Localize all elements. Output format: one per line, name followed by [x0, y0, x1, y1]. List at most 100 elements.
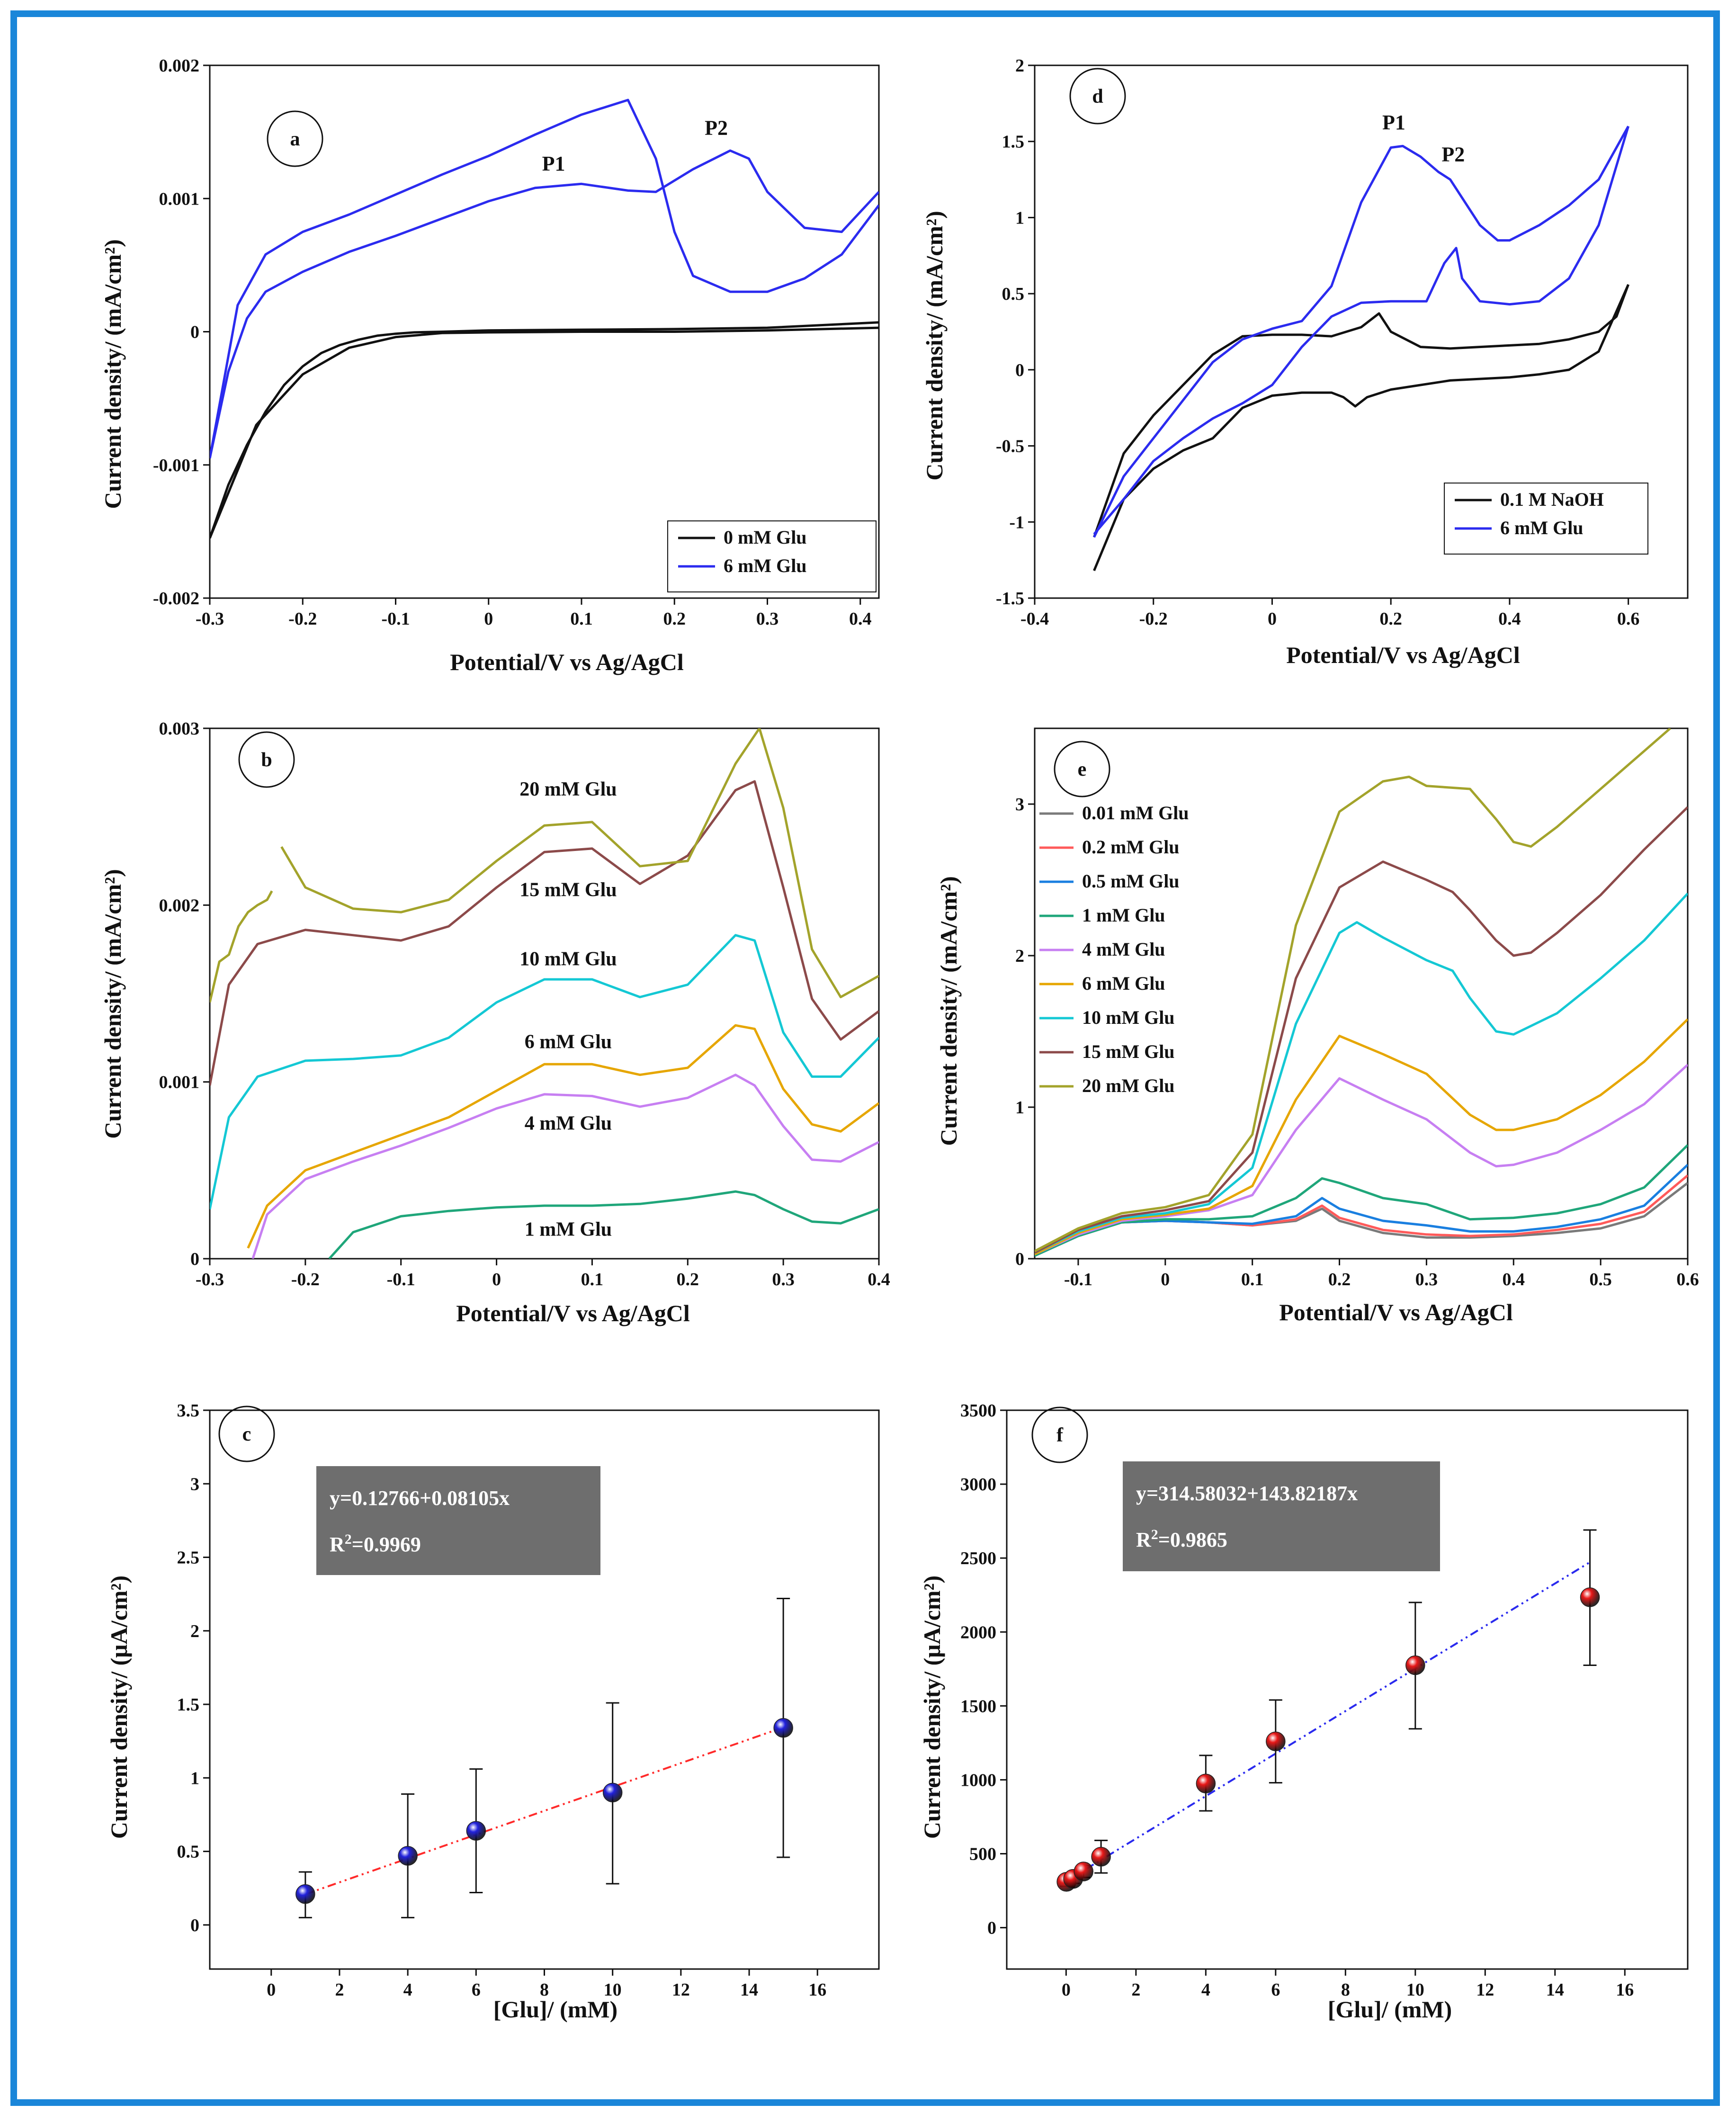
series-label: 15 mM Glu — [519, 879, 617, 901]
x-tick-label: 12 — [1476, 1980, 1494, 2000]
y-tick-label: 0 — [987, 1918, 996, 1938]
x-tick-label: 6 — [1271, 1980, 1280, 2000]
x-tick-label: 0.4 — [1503, 1270, 1525, 1289]
legend-label: 0 mM Glu — [724, 527, 807, 548]
series-line — [328, 1190, 879, 1259]
series-line — [210, 326, 879, 539]
series-line — [1093, 284, 1629, 538]
x-axis-label: Potential/V vs Ag/AgCl — [456, 1300, 690, 1326]
series-line — [210, 780, 879, 1086]
x-tick-label: 16 — [1616, 1980, 1634, 2000]
x-tick-label: 10 — [1406, 1980, 1424, 2000]
series-label: 6 mM Glu — [525, 1031, 612, 1053]
x-axis-label: [Glu]/ (mM) — [1328, 1996, 1452, 2023]
r-squared: R2=0.9865 — [1136, 1527, 1227, 1551]
series-line — [1035, 1018, 1688, 1255]
data-point — [398, 1846, 418, 1866]
x-tick-label: -0.2 — [291, 1270, 320, 1289]
x-tick-label: -0.1 — [1064, 1270, 1092, 1289]
x-tick-label: 0.3 — [772, 1270, 795, 1289]
y-tick-label: 3.5 — [177, 1401, 200, 1421]
plot-area: -0.1 0 0.1 0.2 0.3 0.4 0.5 0.6 0 1 2 3 0.01 mM Glu 0.… — [1015, 727, 1699, 1289]
y-tick-label: 0.002 — [159, 56, 200, 76]
x-tick-label: 0 — [267, 1980, 276, 2000]
x-tick-label: 0 — [492, 1270, 501, 1289]
x-tick-label: -0.4 — [1020, 609, 1049, 629]
data-point — [1091, 1847, 1111, 1867]
plot-area: -0.4 -0.2 0 0.2 0.4 0.6 -1.5 -1 -0.5 0 0.5 1 1.5 2 P1 P… — [996, 56, 1689, 629]
y-tick-label: 0.001 — [159, 1073, 200, 1092]
x-tick-label: 0.6 — [1617, 609, 1640, 629]
panel-label-circle — [1031, 1406, 1088, 1463]
legend-label: 0.5 mM Glu — [1082, 870, 1180, 892]
y-axis-label: Current density/ (mA/cm²) — [921, 211, 948, 481]
legend-label: 0.1 M NaOH — [1500, 489, 1604, 510]
panel-label-circle — [238, 731, 295, 788]
series-line — [1035, 893, 1688, 1254]
y-tick-label: 0 — [190, 1916, 199, 1935]
chart-panel-b: -0.3 -0.2 -0.1 0 0.1 0.2 0.3 0.4 0 0.001 0.002 0.00… — [99, 719, 890, 1326]
panel-label-circle — [218, 1406, 275, 1462]
data-layer — [210, 98, 879, 539]
chart-panel-d: -0.4 -0.2 0 0.2 0.4 0.6 -1.5 -1 -0.5 0 0.5 1 1.5 2 P1 P… — [921, 56, 1689, 668]
legend-label: 6 mM Glu — [1500, 517, 1584, 538]
y-tick-label: 500 — [969, 1844, 996, 1864]
x-tick-label: 2 — [1131, 1980, 1140, 2000]
x-axis-label: Potential/V vs Ag/AgCl — [450, 649, 684, 675]
fit-line — [305, 1726, 784, 1895]
x-tick-label: 12 — [672, 1980, 690, 2000]
data-layer — [210, 728, 879, 1259]
y-axis-label: Current density/ (μA/cm²) — [106, 1576, 132, 1839]
data-layer — [1035, 728, 1688, 1257]
y-tick-label: 2 — [190, 1621, 199, 1641]
x-tick-label: 0.6 — [1676, 1270, 1699, 1289]
panel-label: b — [261, 749, 272, 771]
y-tick-label: 2 — [1015, 946, 1024, 966]
y-tick-label: 1 — [190, 1768, 199, 1788]
data-layer — [1056, 1529, 1600, 1892]
y-tick-label: 1 — [1015, 208, 1024, 228]
data-layer — [295, 1597, 793, 1918]
x-tick-label: -0.3 — [196, 1270, 224, 1289]
x-tick-label: -0.1 — [381, 609, 410, 629]
x-tick-label: 0 — [1268, 609, 1277, 629]
x-tick-label: 10 — [604, 1980, 622, 2000]
x-tick-label: 0.1 — [1241, 1270, 1264, 1289]
x-tick-label: 0.2 — [1379, 609, 1402, 629]
x-axis-label: [Glu]/ (mM) — [493, 1996, 617, 2023]
chart-panel-e: -0.1 0 0.1 0.2 0.3 0.4 0.5 0.6 0 1 2 3 0.01 mM Glu 0.… — [935, 727, 1699, 1325]
x-tick-label: 14 — [1546, 1980, 1564, 2000]
data-point — [295, 1884, 315, 1904]
legend-label: 15 mM Glu — [1082, 1041, 1175, 1062]
series-line — [1035, 1064, 1688, 1255]
data-point — [1196, 1773, 1216, 1793]
plot-area: -0.3 -0.2 -0.1 0 0.1 0.2 0.3 0.4 0 0.001 0.002 0.00… — [159, 719, 890, 1289]
y-tick-label: 2.5 — [177, 1548, 200, 1568]
y-tick-label: 3 — [1015, 795, 1024, 815]
r-squared: R2=0.9969 — [330, 1531, 421, 1556]
series-label: 20 mM Glu — [519, 779, 617, 800]
x-tick-label: -0.2 — [288, 609, 317, 629]
y-axis-label: Current density/ (mA/cm²) — [99, 869, 126, 1139]
plot-area: 0 2 4 6 8 10 12 14 16 0 500 1000 1500 2000 2500 3000 350… — [960, 1401, 1689, 2000]
data-point — [466, 1821, 486, 1841]
x-tick-label: 0.2 — [677, 1270, 699, 1289]
series-line — [280, 728, 879, 998]
chart-panel-f: 0 2 4 6 8 10 12 14 16 0 500 1000 1500 2000 2500 3000 350… — [919, 1401, 1689, 2023]
y-tick-label: -1 — [1009, 512, 1024, 532]
x-tick-label: -0.3 — [196, 609, 224, 629]
data-point — [1405, 1655, 1425, 1675]
x-tick-label: 2 — [335, 1980, 344, 2000]
data-point — [1266, 1731, 1286, 1752]
y-tick-label: 3000 — [960, 1475, 996, 1495]
panel-label: c — [242, 1424, 251, 1445]
legend-label: 10 mM Glu — [1082, 1007, 1175, 1028]
y-tick-label: 1.5 — [1002, 132, 1025, 152]
peak-annotation: P1 — [542, 152, 565, 175]
data-layer — [1093, 125, 1629, 572]
y-tick-label: -1.5 — [996, 589, 1024, 609]
y-tick-label: 0.002 — [159, 895, 200, 915]
equation-box — [1123, 1461, 1440, 1571]
axes-frame — [1034, 64, 1689, 599]
x-tick-label: 8 — [540, 1980, 549, 2000]
